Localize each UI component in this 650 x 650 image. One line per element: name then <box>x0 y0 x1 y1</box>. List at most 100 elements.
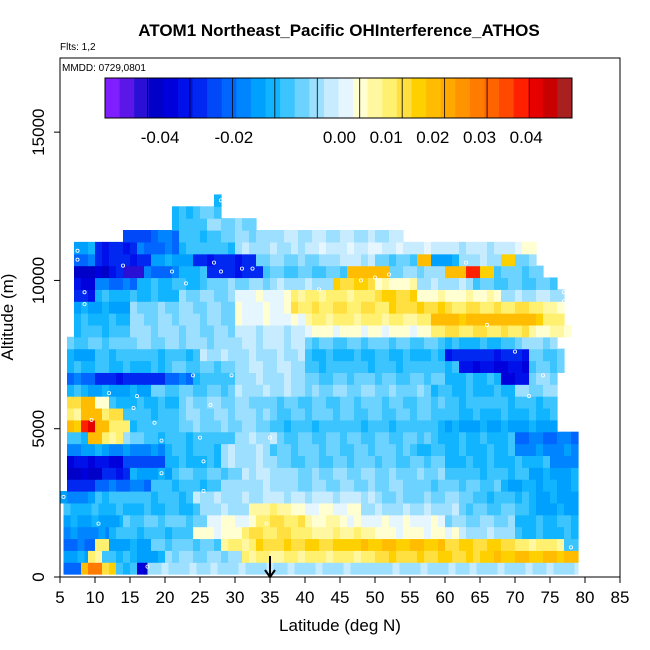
heatmap-cell <box>256 384 264 397</box>
heatmap-cell <box>284 324 292 338</box>
heatmap-cell <box>361 455 369 468</box>
heatmap-cell <box>277 301 285 314</box>
colorbar-swatch <box>557 78 573 118</box>
heatmap-cell <box>200 253 208 267</box>
heatmap-cell <box>326 455 334 468</box>
heatmap-cell <box>214 467 222 480</box>
heatmap-cell <box>284 431 292 445</box>
heatmap-cell <box>375 265 383 279</box>
heatmap-cell <box>291 360 299 373</box>
heatmap-cell <box>242 526 250 540</box>
heatmap-cell <box>221 265 229 279</box>
heatmap-cell <box>158 526 166 540</box>
heatmap-cell <box>228 467 236 480</box>
heatmap-cell <box>81 313 89 326</box>
colorbar-swatch <box>207 78 223 118</box>
heatmap-cell <box>221 218 229 231</box>
heatmap-cell <box>221 372 229 385</box>
heatmap-cell <box>396 502 404 516</box>
heatmap-cell <box>109 289 117 302</box>
heatmap-cell <box>277 514 285 528</box>
heatmap-cell <box>200 396 208 409</box>
heatmap-cell <box>130 301 138 314</box>
heatmap-cell <box>312 348 320 362</box>
heatmap-cell <box>452 241 460 255</box>
heatmap-cell <box>312 230 320 243</box>
heatmap-cell <box>151 384 159 397</box>
heatmap-cell <box>305 253 313 267</box>
heatmap-cell <box>74 372 82 385</box>
heatmap-cell <box>480 313 488 326</box>
heatmap-cell <box>557 443 565 457</box>
heatmap-cell <box>116 301 124 314</box>
heatmap-cell <box>98 526 107 540</box>
heatmap-cell <box>95 431 103 445</box>
heatmap-cell <box>452 538 460 551</box>
heatmap-cell <box>494 502 502 516</box>
heatmap-cell <box>235 479 243 492</box>
heatmap-cell <box>95 360 103 373</box>
heatmap-cell <box>382 467 390 480</box>
heatmap-cell <box>144 562 149 575</box>
heatmap-cell <box>130 313 138 326</box>
heatmap-cell <box>522 289 530 302</box>
heatmap-cell <box>242 348 250 362</box>
heatmap-cell <box>452 490 460 504</box>
heatmap-cell <box>515 384 523 397</box>
heatmap-cell <box>263 360 271 373</box>
heatmap-cell <box>480 348 488 362</box>
heatmap-cell <box>354 301 362 314</box>
heatmap-cell <box>172 301 180 314</box>
heatmap-cell <box>347 253 355 267</box>
heatmap-cell <box>403 514 411 528</box>
heatmap-cell <box>508 479 516 492</box>
heatmap-cell <box>242 324 250 338</box>
heatmap-cell <box>312 479 320 492</box>
heatmap-cell <box>452 324 460 338</box>
heatmap-cell <box>186 230 194 243</box>
heatmap-cell <box>494 324 502 338</box>
heatmap-cell <box>410 241 418 255</box>
heatmap-cell <box>529 502 537 516</box>
heatmap-cell <box>179 490 187 504</box>
heatmap-cell <box>102 396 110 409</box>
heatmap-cell <box>536 360 544 373</box>
heatmap-cell <box>221 277 229 290</box>
heatmap-cell <box>81 360 89 373</box>
heatmap-cell <box>466 241 474 255</box>
heatmap-cell <box>571 431 579 445</box>
heatmap-cell <box>536 419 544 433</box>
observation-point <box>82 290 87 295</box>
heatmap-cell <box>529 431 537 445</box>
heatmap-cell <box>249 336 257 350</box>
heatmap-cell <box>354 253 362 267</box>
heatmap-cell <box>179 526 187 540</box>
observation-point <box>82 302 87 307</box>
heatmap-cell <box>235 550 243 563</box>
heatmap-cell <box>151 396 159 409</box>
heatmap-cell <box>109 526 117 540</box>
heatmap-cell <box>354 265 362 279</box>
heatmap-cell <box>312 443 320 457</box>
heatmap-cell <box>172 502 180 516</box>
heatmap-cell <box>172 479 180 492</box>
heatmap-cell <box>361 301 369 314</box>
heatmap-cell <box>186 550 194 563</box>
heatmap-cell <box>172 265 180 279</box>
heatmap-cell <box>95 372 103 385</box>
heatmap-cell <box>193 407 201 421</box>
heatmap-cell <box>410 431 418 445</box>
heatmap-cell <box>396 241 404 255</box>
heatmap-cell <box>305 372 313 385</box>
colorbar-swatch <box>221 78 237 118</box>
heatmap-cell <box>361 277 369 290</box>
heatmap-cell <box>487 526 495 540</box>
heatmap-cell <box>319 360 327 373</box>
heatmap-cell <box>529 526 537 540</box>
heatmap-cell <box>221 384 229 397</box>
heatmap-cell <box>221 313 229 326</box>
heatmap-cell <box>277 230 285 243</box>
heatmap-cell <box>438 265 446 279</box>
heatmap-cell <box>81 241 89 255</box>
x-tick-label: 25 <box>191 588 210 607</box>
